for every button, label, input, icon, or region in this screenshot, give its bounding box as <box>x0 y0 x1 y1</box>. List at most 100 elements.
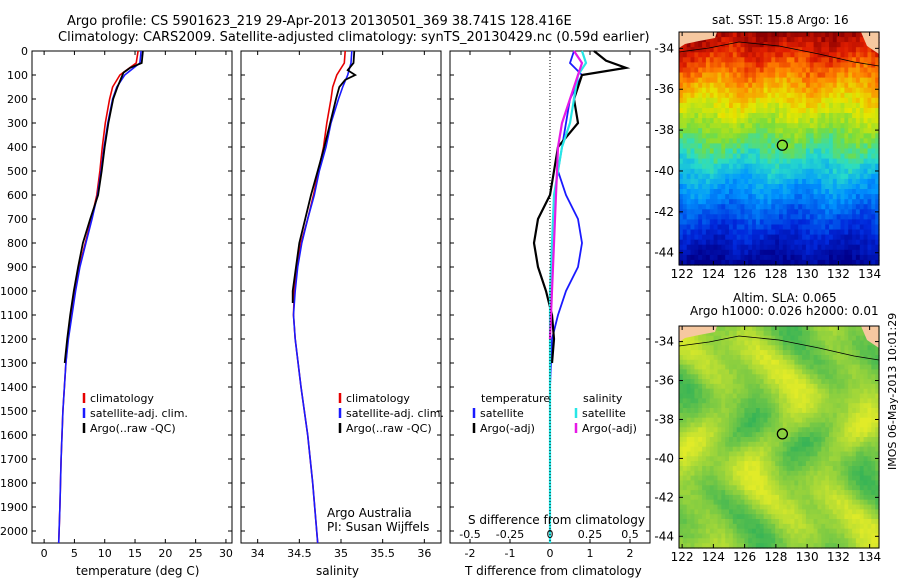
x-tick-label: 0 <box>41 547 48 560</box>
lon-tick-label: 132 <box>827 550 850 564</box>
salinity-axis-label: salinity <box>316 564 360 578</box>
y-tick-label: 400 <box>7 141 28 154</box>
pi-label: PI: Susan Wijffels <box>327 520 430 534</box>
legend-label: climatology <box>90 392 154 405</box>
lat-tick-label: -44 <box>654 529 674 543</box>
legend-label: satellite-adj. clim. <box>346 407 444 420</box>
lat-tick-label: -42 <box>654 490 674 504</box>
x-tick-label: 34.5 <box>287 547 312 560</box>
y-tick-label: 800 <box>7 237 28 250</box>
legend-label: Argo(..raw -QC) <box>346 422 432 435</box>
x-tick-label: 20 <box>158 547 172 560</box>
s-tick-label: -0.25 <box>496 528 524 541</box>
y-tick-label: 1100 <box>0 309 28 322</box>
s-tick-label: 0.25 <box>578 528 603 541</box>
y-tick-label: 1600 <box>0 429 28 442</box>
argo-position-marker <box>776 428 789 440</box>
x-tick-label: 15 <box>128 547 142 560</box>
sla-map-title: Altim. SLA: 0.065 <box>733 291 837 305</box>
s-difference-axis-label: S difference from climatology <box>468 513 645 527</box>
legend-label: Argo(-adj) <box>480 422 535 435</box>
y-tick-label: 0 <box>21 45 28 58</box>
y-tick-label: 200 <box>7 93 28 106</box>
sla-map-subtitle: Argo h1000: 0.026 h2000: 0.01 <box>690 304 879 318</box>
y-tick-label: 1400 <box>0 381 28 394</box>
lat-tick-label: -36 <box>654 374 674 388</box>
lat-tick-label: -40 <box>654 164 674 178</box>
y-tick-label: 100 <box>7 69 28 82</box>
s-tick-label: 0.5 <box>621 528 639 541</box>
temperature-axis-label: temperature (deg C) <box>76 564 200 578</box>
y-tick-label: 900 <box>7 261 28 274</box>
imos-timestamp-label: IMOS 06-May-2013 10:01:29 <box>886 312 899 470</box>
land-area <box>679 32 717 48</box>
land-area <box>861 326 879 348</box>
y-tick-label: 300 <box>7 117 28 130</box>
land-area <box>861 32 879 54</box>
header-line-1: Argo profile: CS 5901623_219 29-Apr-2013… <box>67 14 572 29</box>
y-tick-label: 500 <box>7 165 28 178</box>
series-line <box>291 50 358 303</box>
argo-position-marker <box>776 139 789 151</box>
legend-label: Argo(-adj) <box>582 422 637 435</box>
lon-tick-label: 122 <box>671 267 694 281</box>
legend-label: Argo(..raw -QC) <box>90 422 176 435</box>
lon-tick-label: 130 <box>796 267 819 281</box>
y-tick-label: 700 <box>7 213 28 226</box>
x-tick-label: 2 <box>627 547 634 560</box>
shelf-contour <box>678 335 880 361</box>
series-line <box>548 50 584 340</box>
lat-tick-label: -44 <box>654 246 674 260</box>
map-frame <box>678 325 880 549</box>
x-tick-label: 0 <box>547 547 554 560</box>
argo-australia-label: Argo Australia <box>327 506 412 520</box>
y-tick-label: 1500 <box>0 405 28 418</box>
lon-tick-label: 132 <box>827 267 850 281</box>
lat-tick-label: -38 <box>654 123 674 137</box>
x-tick-label: 35.5 <box>370 547 395 560</box>
y-tick-label: 2000 <box>0 525 28 538</box>
legend-label: satellite <box>480 407 524 420</box>
plot-frame <box>31 50 233 544</box>
x-tick-label: 10 <box>98 547 112 560</box>
x-tick-label: 36 <box>417 547 431 560</box>
x-tick-label: 25 <box>189 547 203 560</box>
lon-tick-label: 128 <box>764 267 787 281</box>
lon-tick-label: 130 <box>796 550 819 564</box>
y-tick-label: 1900 <box>0 501 28 514</box>
y-tick-label: 1800 <box>0 477 28 490</box>
lon-tick-label: 126 <box>733 267 756 281</box>
x-tick-label: 34 <box>251 547 265 560</box>
lat-tick-label: -34 <box>654 335 674 349</box>
lat-tick-label: -34 <box>654 41 674 55</box>
legend-label: satellite-adj. clim. <box>90 407 188 420</box>
lon-tick-label: 128 <box>764 550 787 564</box>
x-tick-label: -1 <box>505 547 516 560</box>
s-tick-label: 0 <box>547 528 554 541</box>
lon-tick-label: 124 <box>702 267 725 281</box>
legend-heading: temperature <box>481 392 550 405</box>
shelf-contour <box>678 41 880 67</box>
lon-tick-label: 122 <box>671 550 694 564</box>
x-tick-label: 1 <box>587 547 594 560</box>
y-tick-label: 1300 <box>0 357 28 370</box>
legend-heading: salinity <box>583 392 623 405</box>
land-area <box>679 326 717 342</box>
x-tick-label: 30 <box>219 547 233 560</box>
map-frame <box>678 31 880 266</box>
lat-tick-label: -40 <box>654 451 674 465</box>
series-line <box>292 50 353 544</box>
x-tick-label: 35 <box>334 547 348 560</box>
map-cells <box>679 326 880 549</box>
s-tick-label: -0.5 <box>459 528 480 541</box>
y-tick-label: 1700 <box>0 453 28 466</box>
legend-label: satellite <box>582 407 626 420</box>
lon-tick-label: 124 <box>702 550 725 564</box>
map-cells <box>679 32 880 266</box>
y-tick-label: 1000 <box>0 285 28 298</box>
t-difference-axis-label: T difference from climatology <box>465 564 642 578</box>
